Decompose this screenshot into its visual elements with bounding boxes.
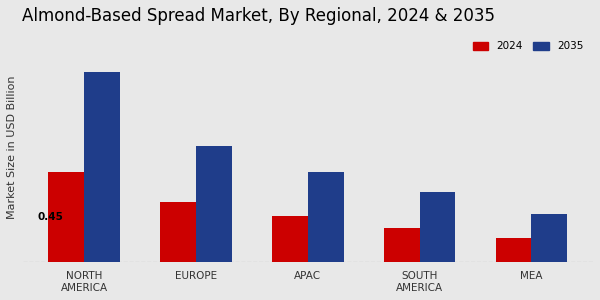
Text: Almond-Based Spread Market, By Regional, 2024 & 2035: Almond-Based Spread Market, By Regional,… <box>23 7 496 25</box>
Bar <box>160 202 196 262</box>
Legend: 2024, 2035: 2024, 2035 <box>469 37 588 56</box>
Bar <box>419 192 455 262</box>
Bar <box>308 172 344 262</box>
Bar <box>496 238 532 262</box>
Bar <box>532 214 567 262</box>
Text: 0.45: 0.45 <box>37 212 63 222</box>
Y-axis label: Market Size in USD Billion: Market Size in USD Billion <box>7 75 17 219</box>
Bar <box>272 216 308 262</box>
Bar <box>49 172 84 262</box>
Bar <box>196 146 232 262</box>
Bar <box>384 228 419 262</box>
Bar <box>84 72 120 262</box>
